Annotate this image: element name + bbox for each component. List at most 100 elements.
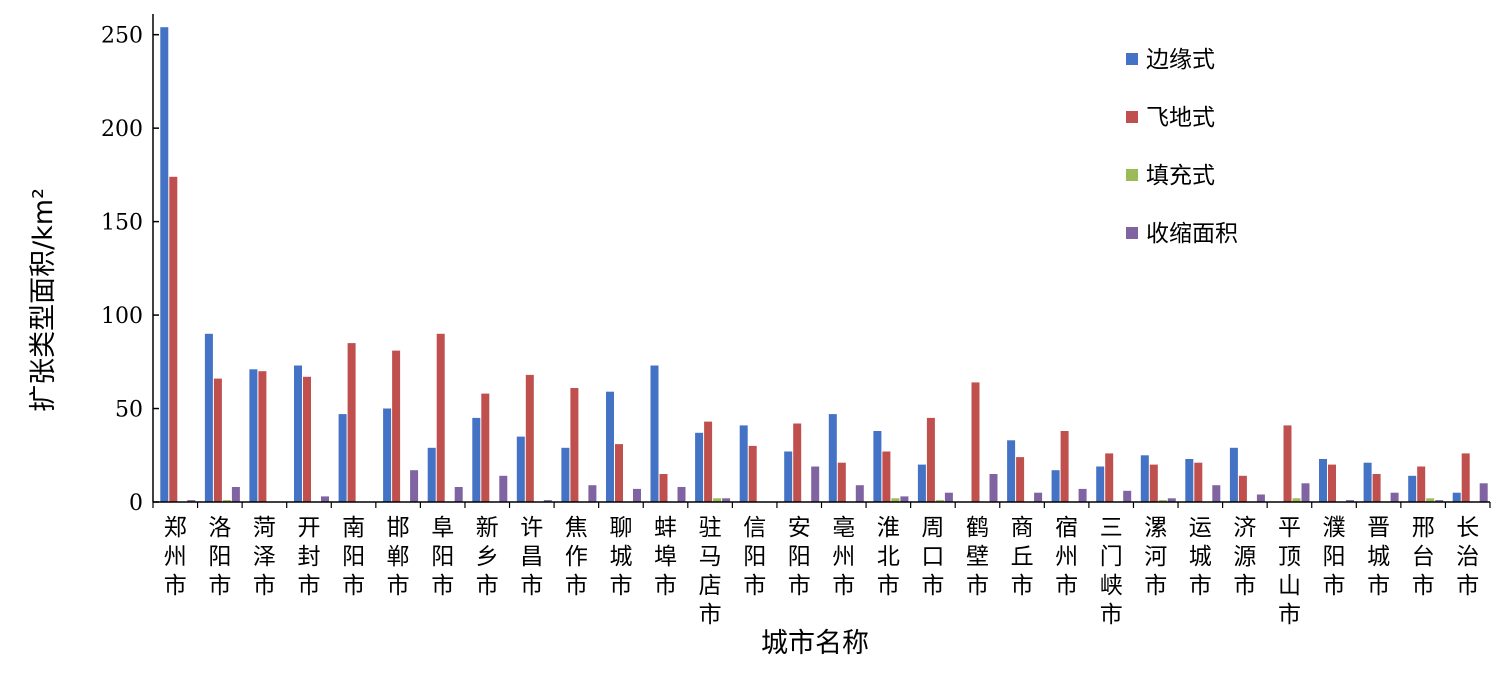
bar-1-9 [516,436,525,502]
bar-4-18 [944,492,953,502]
bar-4-10 [588,485,597,502]
bar-4-23 [1167,498,1176,502]
bar-4-13 [722,498,731,502]
bar-4-4 [321,496,329,502]
bar-4-22 [1123,490,1132,502]
bar-3-23 [1158,500,1167,502]
legend-swatch-1 [1126,53,1138,65]
bar-2-14 [748,445,757,502]
bar-1-12 [650,365,659,502]
bar-1-27 [1319,459,1327,502]
bar-2-4 [303,376,311,502]
category-label-23: 漯河市 [1144,515,1167,599]
bar-2-10 [570,388,579,502]
legend-swatch-4 [1126,227,1138,239]
category-label-2: 洛阳市 [208,515,231,599]
bar-4-24 [1212,485,1221,502]
category-label-26: 平顶山市 [1278,515,1301,628]
bar-4-1 [187,500,196,502]
bar-2-21 [1060,431,1069,502]
x-axis-title: 城市名称 [761,628,869,659]
category-label-9: 许昌市 [520,515,543,599]
bar-4-6 [410,470,419,502]
bar-3-26 [1292,498,1301,502]
category-label-14: 信阳市 [743,515,766,599]
bar-1-30 [1452,492,1461,502]
bar-1-6 [383,408,392,502]
bar-2-5 [347,343,356,502]
category-label-4: 开封市 [298,515,321,599]
bar-1-28 [1363,462,1372,502]
bar-3-29 [1426,498,1435,502]
bar-2-24 [1194,462,1203,502]
bar-1-11 [606,391,614,502]
bar-4-26 [1301,483,1310,502]
bar-1-10 [561,447,570,502]
axes-group: 0 50 100 150 200 250 [101,14,1491,516]
category-label-3: 菏泽市 [253,515,276,599]
bar-2-16 [837,462,846,502]
legend-swatch-2 [1126,111,1138,123]
bar-2-28 [1372,474,1381,502]
bar-2-12 [659,474,668,502]
y-tick-label-1: 50 [115,398,143,423]
bar-1-15 [784,451,793,502]
bar-2-15 [793,423,802,502]
y-tick-label-4: 200 [101,117,143,142]
category-label-7: 阜阳市 [431,515,454,599]
bar-3-2 [222,500,231,502]
category-label-24: 运城市 [1189,515,1212,599]
bar-4-7 [454,487,463,502]
bar-2-23 [1149,464,1158,502]
bar-1-13 [695,432,704,502]
bar-1-18 [917,464,926,502]
bar-2-25 [1238,475,1247,502]
bar-1-1 [160,27,169,502]
bar-4-17 [900,496,909,502]
legend-swatch-3 [1126,169,1138,181]
bar-2-8 [481,393,490,502]
bar-4-29 [1435,500,1444,502]
bar-4-21 [1078,488,1087,502]
bar-4-16 [855,485,864,502]
category-label-30: 长治市 [1456,515,1479,599]
bar-1-23 [1140,455,1149,502]
bar-4-11 [633,488,641,502]
category-labels: 郑州市洛阳市菏泽市开封市南阳市邯郸市阜阳市新乡市许昌市焦作市聊城市蚌埠市驻马店市… [164,515,1479,628]
bar-1-4 [294,365,302,502]
y-tick-label-0: 0 [129,491,143,516]
bar-3-18 [935,500,944,502]
bar-1-14 [739,425,748,502]
category-label-25: 济源市 [1233,515,1256,599]
bar-4-20 [1034,492,1043,502]
bar-2-19 [971,382,980,502]
bar-2-7 [436,333,445,502]
category-label-18: 周口市 [921,515,944,599]
bar-2-27 [1328,464,1336,502]
bar-4-27 [1346,500,1354,502]
bar-4-8 [499,475,508,502]
bar-1-16 [828,414,837,502]
bar-2-30 [1461,453,1470,502]
bar-2-1 [169,176,178,503]
legend-label-3: 填充式 [1146,163,1215,189]
bar-4-12 [677,487,686,502]
bar-2-29 [1417,466,1426,502]
bar-2-3 [258,371,267,502]
category-label-28: 晋城市 [1367,515,1390,599]
category-label-11: 聊城市 [610,515,633,599]
y-tick-label-2: 100 [101,304,143,329]
y-tick-label-5: 250 [101,24,143,49]
category-label-19: 鹤壁市 [966,515,989,599]
bar-2-20 [1016,457,1025,502]
legend-label-4: 收缩面积 [1146,221,1238,247]
bar-4-19 [989,474,998,502]
bar-4-9 [543,500,552,502]
bar-1-25 [1229,447,1238,502]
bar-4-15 [811,466,820,502]
category-label-20: 商丘市 [1011,515,1034,599]
bar-2-17 [882,451,891,502]
bar-1-5 [338,414,347,502]
